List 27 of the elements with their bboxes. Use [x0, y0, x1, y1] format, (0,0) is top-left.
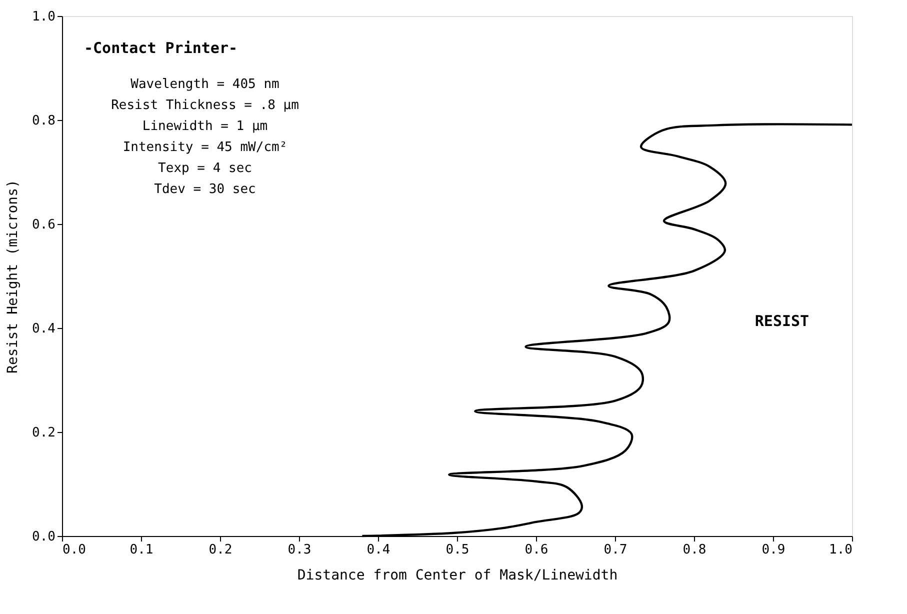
- y-tick-label: 0.0: [32, 530, 56, 544]
- x-tick-label: 0.0: [62, 542, 86, 558]
- annotation: Tdev = 30 sec: [154, 182, 256, 197]
- x-tick-label: 0.8: [682, 542, 706, 558]
- x-tick-label: 0.7: [604, 542, 628, 558]
- x-tick-label: 0.1: [130, 542, 154, 558]
- y-axis-title: Resist Height (microns): [5, 180, 22, 374]
- x-tick-label: 0.6: [524, 542, 548, 558]
- x-tick-label: 0.4: [366, 542, 390, 558]
- x-tick-label: 0.3: [288, 542, 312, 558]
- text: -Contact Printer-: [84, 39, 238, 57]
- x-axis-title: Distance from Center of Mask/Linewidth: [297, 568, 618, 584]
- annotation: Texp = 4 sec: [158, 161, 252, 176]
- annotation: RESIST: [754, 312, 810, 330]
- x-tick-label: 0.9: [762, 542, 786, 558]
- annotation: Linewidth = 1 μm: [142, 119, 268, 134]
- y-tick-label: 0.6: [32, 218, 56, 232]
- annotation: Wavelength = 405 nm: [130, 77, 280, 92]
- y-tick-label: 1.0: [32, 10, 56, 24]
- y-tick-label: 0.8: [32, 114, 56, 128]
- annotation: Resist Thickness = .8 μm: [111, 98, 300, 113]
- y-tick-label: 0.2: [32, 426, 56, 440]
- x-tick-label: 0.2: [208, 542, 232, 558]
- annotation: Intensity = 45 mW/cm²: [122, 140, 288, 155]
- y-tick-label: 0.4: [32, 322, 56, 336]
- x-tick-label: 0.5: [446, 542, 470, 558]
- x-tick-label: 1.0: [829, 542, 852, 558]
